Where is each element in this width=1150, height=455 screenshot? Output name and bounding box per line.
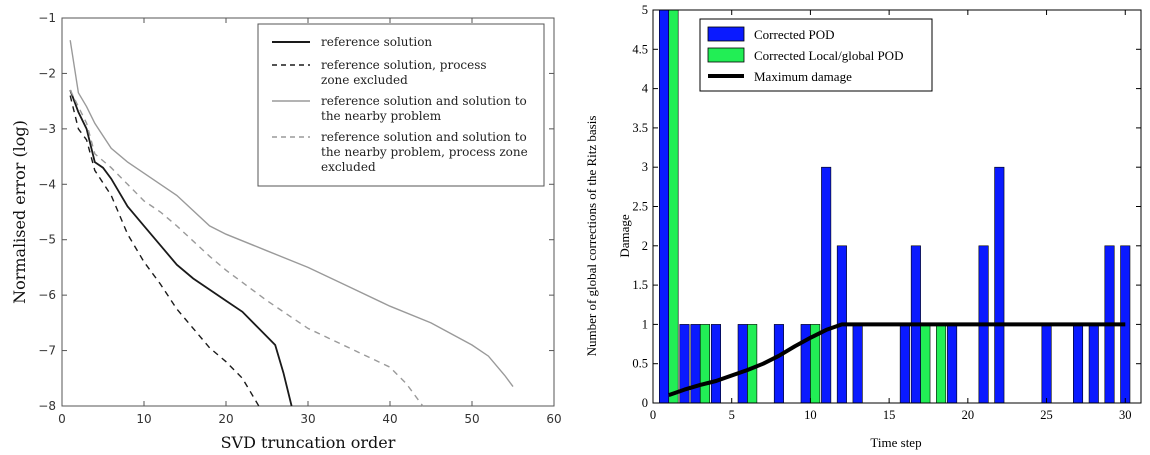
right-y-tick-label: 0 — [642, 396, 648, 410]
left-series-line-1 — [69, 95, 260, 407]
right-y-tick-label: 2 — [642, 239, 648, 253]
legend-label-corrected-pod: Corrected POD — [754, 27, 835, 42]
right-x-tick-label: 15 — [883, 408, 896, 422]
left-y-tick-label: −2 — [38, 66, 56, 80]
left-y-tick-label: −1 — [38, 11, 56, 25]
left-x-tick-label: 50 — [464, 412, 479, 426]
right-x-tick-label: 10 — [804, 408, 817, 422]
legend-swatch-corrected-local-global — [707, 47, 745, 63]
left-y-axis-label: Normalised error (log) — [10, 120, 29, 304]
bar-corrected-pod — [1088, 324, 1099, 404]
bar-corrected-pod — [800, 324, 811, 404]
left-x-axis-label: SVD truncation order — [221, 433, 396, 452]
left-series-lines — [69, 40, 514, 407]
legend-label-nearby-excluded: reference solution and solution to the n… — [321, 130, 532, 174]
legend-label-corrected-local-global: Corrected Local/global POD — [754, 48, 903, 63]
bar-corrected-local-global-pod — [699, 324, 710, 404]
bar-corrected-pod — [899, 324, 910, 404]
left-x-tick-label: 0 — [58, 412, 66, 426]
legend-label-reference: reference solution — [321, 35, 432, 49]
left-x-tick-label: 20 — [218, 412, 233, 426]
bar-corrected-pod — [658, 9, 670, 404]
bar-corrected-pod — [773, 324, 784, 404]
left-series-line-2 — [69, 40, 514, 388]
right-y-tick-label: 1.5 — [632, 278, 648, 292]
right-y-tick-label: 5 — [642, 3, 648, 17]
left-legend: reference solution reference solution, p… — [257, 23, 545, 187]
bar-corrected-pod — [737, 324, 748, 404]
left-series-line-3 — [69, 89, 424, 407]
right-y-tick-label: 3.5 — [632, 121, 648, 135]
right-y-axis-label: Number of global corrections of the Ritz… — [584, 116, 599, 357]
right-x-tick-label: 0 — [650, 408, 656, 422]
right-y-tick-label: 4.5 — [632, 42, 648, 56]
left-y-tick-label: −5 — [38, 233, 56, 247]
legend-label-nearby: reference solution and solution to the n… — [321, 94, 531, 123]
legend-label-nearby-excluded-line3: excluded — [321, 160, 376, 174]
bar-corrected-pod — [1041, 324, 1052, 404]
left-y-tick-label: −8 — [38, 399, 56, 413]
legend-label-reference-excluded: reference solution, process zone exclude… — [321, 58, 490, 87]
bar-corrected-local-global-pod — [936, 324, 947, 404]
bar-corrected-local-global-pod — [668, 9, 679, 404]
right-y-tick-label: 1 — [642, 317, 648, 331]
legend-label-nearby-excluded-line2: the nearby problem, process zone — [321, 145, 528, 159]
left-chart: 0 10 20 30 40 50 60 −1 −2 −3 −4 −5 −6 −7 −8 reference … — [10, 11, 562, 452]
legend-label-maximum-damage: Maximum damage — [754, 69, 852, 84]
maximum-damage-line — [668, 322, 1126, 397]
bar-corrected-pod — [821, 166, 832, 404]
left-y-tick-label: −6 — [38, 288, 56, 302]
legend-label-reference-excluded-line2: zone excluded — [321, 73, 408, 87]
right-chart: 0 5 10 15 20 25 30 0 0.5 1 1.5 2 2.5 3 3.5 4 4.5 5 Correc… — [584, 3, 1142, 450]
bar-corrected-pod — [852, 324, 863, 404]
left-x-tick-label: 60 — [546, 412, 561, 426]
right-x-tick-label: 20 — [962, 408, 975, 422]
bar-corrected-pod — [1073, 324, 1084, 404]
right-x-tick-label: 30 — [1119, 408, 1132, 422]
bar-corrected-local-global-pod — [747, 324, 758, 404]
bar-corrected-pod — [690, 324, 701, 404]
left-x-tick-label: 10 — [136, 412, 151, 426]
legend-label-reference-excluded-line1: reference solution, process — [321, 58, 487, 72]
left-legend-box — [257, 23, 545, 187]
legend-label-nearby-excluded-line1: reference solution and solution to — [321, 130, 527, 144]
bar-corrected-pod — [947, 324, 958, 404]
right-ticks: 0 5 10 15 20 25 30 0 0.5 1 1.5 2 2.5 3 3.5 4 4.5 5 — [632, 3, 1141, 422]
right-y-tick-label: 0.5 — [632, 357, 648, 371]
right-y-axis-label-damage: Damage — [617, 214, 632, 258]
left-y-tick-label: −7 — [38, 344, 56, 358]
bar-corrected-local-global-pod — [920, 324, 931, 404]
right-x-tick-label: 25 — [1040, 408, 1053, 422]
right-y-tick-label: 2.5 — [632, 200, 648, 214]
right-y-tick-label: 3 — [642, 160, 648, 174]
bar-corrected-pod — [994, 166, 1005, 404]
left-x-tick-label: 30 — [300, 412, 315, 426]
bar-corrected-pod — [710, 324, 721, 404]
legend-swatch-corrected-pod — [707, 26, 745, 42]
left-y-tick-label: −3 — [38, 122, 56, 136]
legend-label-nearby-line2: the nearby problem — [321, 109, 442, 123]
left-ticks: 0 10 20 30 40 50 60 −1 −2 −3 −4 −5 −6 −7 −8 — [38, 11, 561, 426]
legend-label-nearby-line1: reference solution and solution to — [321, 94, 527, 108]
left-x-tick-label: 40 — [382, 412, 397, 426]
left-series-line-0 — [69, 89, 293, 407]
left-y-tick-label: −4 — [38, 177, 56, 191]
right-y-tick-label: 4 — [642, 82, 649, 96]
right-x-axis-label: Time step — [870, 435, 921, 450]
right-legend: Corrected POD Corrected Local/global POD… — [699, 18, 933, 92]
right-x-tick-label: 5 — [729, 408, 735, 422]
